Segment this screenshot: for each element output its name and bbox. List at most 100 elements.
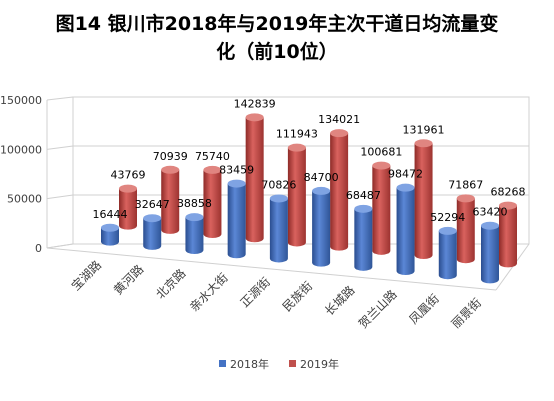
bar-2019-body: [287, 147, 306, 247]
bar-2019-top: [330, 129, 349, 138]
bar-2019: [287, 143, 306, 247]
x-tick-label: 民族街: [280, 279, 315, 314]
gridline-side: [46, 194, 74, 200]
data-label-2018: 38858: [177, 197, 212, 210]
data-label-2019: 100681: [360, 146, 402, 159]
data-label-2019: 131961: [403, 123, 445, 136]
data-label-2018: 98472: [388, 168, 423, 181]
gridline-side: [46, 243, 74, 249]
legend-label: 2019年: [300, 357, 339, 371]
bar-2019-top: [499, 201, 517, 210]
bar-2019-top: [119, 184, 137, 193]
bar-2018: [269, 194, 288, 263]
data-label-2018: 16444: [93, 208, 128, 221]
bar-2019: [414, 139, 433, 260]
bar-2018: [481, 221, 499, 284]
data-label-2018: 84700: [304, 171, 339, 184]
bar-2019-top: [287, 143, 306, 152]
bar-2019-body: [119, 188, 137, 230]
bar-2018: [185, 213, 204, 255]
bar-2019-top: [414, 139, 433, 148]
x-tick-label: 凤凰街: [407, 291, 442, 326]
bar-2018-top: [396, 183, 415, 192]
bar-2018-top: [227, 179, 246, 188]
bar-2019-body: [456, 198, 475, 264]
chart-title-line-1: 图14 银川市2018年与2019年主次干道日均流量变: [55, 13, 499, 35]
chart-title: 图14 银川市2018年与2019年主次干道日均流量变 化（前10位）: [0, 10, 554, 66]
bar-2019: [119, 184, 137, 230]
bar-2018: [143, 214, 162, 250]
bar-2019-top: [372, 161, 391, 170]
bar-2019: [203, 165, 222, 239]
chart-title-line-2: 化（前10位）: [216, 41, 338, 63]
bar-2018-body: [354, 208, 373, 271]
gridline-side: [46, 145, 74, 150]
bar-2018-top: [312, 186, 331, 195]
bar-2018-body: [227, 183, 246, 259]
bar-2018: [438, 226, 457, 280]
bars-layer: [101, 113, 517, 284]
bar-2018-top: [269, 194, 288, 203]
bar-2019: [161, 165, 180, 234]
legend: 2018年 2019年: [219, 357, 339, 371]
bar-2018-body: [438, 230, 457, 280]
data-label-2019: 142839: [234, 97, 276, 110]
bar-2018-body: [396, 187, 415, 276]
bar-2019-body: [330, 133, 349, 251]
x-tick-label: 长城路: [321, 282, 357, 318]
data-label-2018: 32647: [135, 198, 170, 211]
bar-2018: [396, 183, 415, 276]
data-label-2018: 70826: [261, 178, 296, 191]
bar-2018-body: [481, 225, 499, 284]
bar-2019-top: [203, 165, 222, 174]
x-tick-label: 正源街: [238, 275, 273, 310]
bar-2018-body: [101, 227, 119, 246]
bar-2018-top: [101, 223, 119, 232]
bar-2019-top: [161, 165, 180, 174]
bar-2019: [456, 194, 475, 264]
bar-2018: [227, 179, 246, 259]
y-tick-label: 0: [35, 242, 42, 255]
bar-2019-body: [372, 165, 391, 255]
y-tick-label: 100000: [0, 143, 42, 156]
bar-2018-top: [481, 221, 499, 230]
bar-2019: [330, 129, 349, 251]
data-label-2018: 68487: [346, 189, 381, 202]
x-tick-label: 北京路: [152, 266, 188, 302]
bar-2018-body: [269, 198, 288, 263]
data-label-2019: 134021: [318, 113, 360, 126]
data-label-2019: 75740: [195, 150, 230, 163]
bar-2018-top: [185, 213, 204, 222]
y-tick-label: 150000: [0, 94, 42, 107]
bar-2019-body: [414, 143, 433, 260]
legend-label: 2018年: [230, 357, 269, 371]
bar-2018: [312, 186, 331, 267]
legend-swatch: [219, 360, 226, 367]
floor-right-edge: [495, 243, 530, 291]
bar-2019-body: [499, 205, 517, 268]
bar-2018-top: [438, 226, 457, 235]
bar-2018-body: [312, 190, 331, 267]
x-tick-label: 宝湖路: [68, 257, 104, 293]
data-label-2018: 63420: [473, 206, 508, 219]
bar-2018: [101, 223, 119, 246]
bar-2019-top: [245, 113, 264, 122]
bar-2018-top: [354, 204, 373, 213]
x-tick-label: 贺兰山路: [355, 287, 400, 332]
bar-2019-top: [456, 194, 475, 203]
data-label-2019: 43769: [111, 169, 146, 182]
data-label-2019: 111943: [276, 128, 318, 141]
bar-2018: [354, 204, 373, 271]
bar-2019: [245, 113, 264, 243]
bar-2019: [372, 161, 391, 255]
data-label-2019: 70939: [153, 150, 188, 163]
bar-2018-top: [143, 214, 162, 223]
bar-2019: [499, 201, 517, 268]
bar-2018-body: [185, 217, 204, 255]
bar-2019-body: [203, 169, 222, 239]
data-label-2018: 83459: [219, 164, 254, 177]
x-tick-label: 亲水大街: [187, 270, 231, 314]
data-label-2019: 68268: [491, 186, 526, 199]
y-tick-label: 50000: [7, 193, 42, 206]
